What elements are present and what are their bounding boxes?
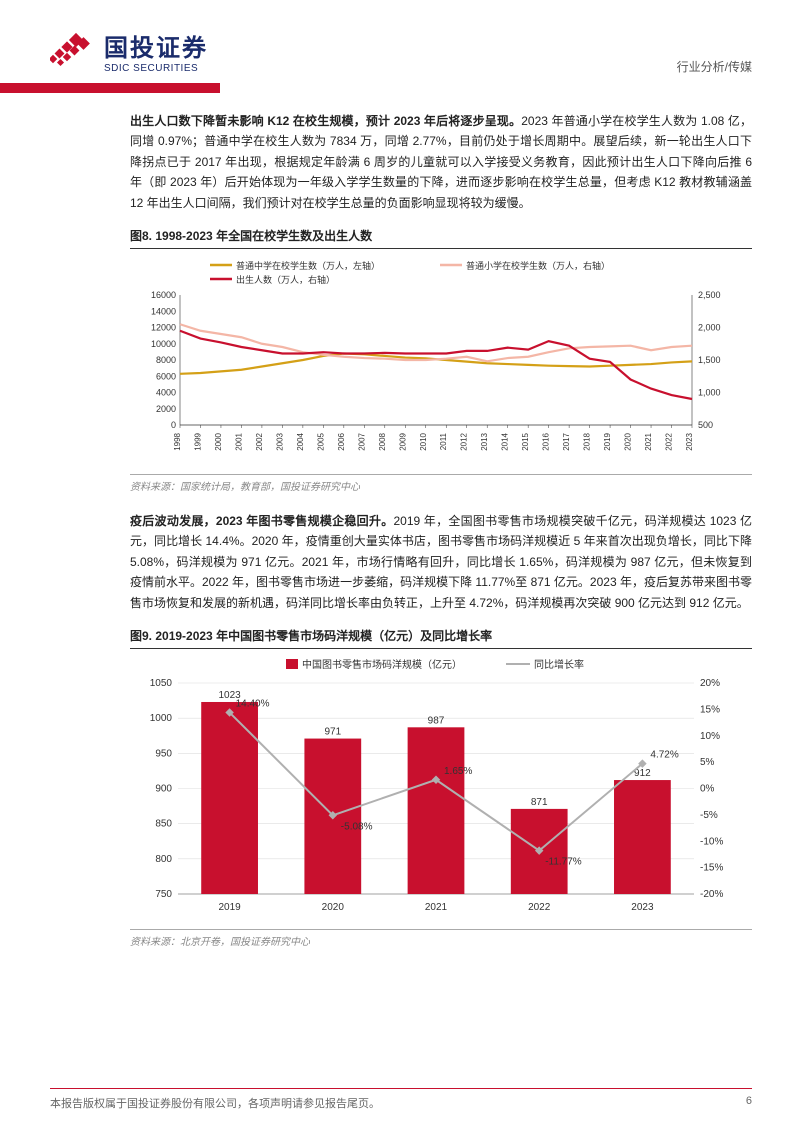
footer-copyright: 本报告版权属于国投证券股份有限公司，各项声明请参见报告尾页。 [50, 1095, 380, 1111]
svg-text:中国图书零售市场码洋规模（亿元）: 中国图书零售市场码洋规模（亿元） [302, 658, 462, 671]
svg-text:2023: 2023 [631, 902, 654, 913]
figure9-chart: 中国图书零售市场码洋规模（亿元） 同比增长率 750 800 850 900 950 1000… [130, 655, 752, 925]
svg-text:2014: 2014 [501, 432, 510, 450]
svg-text:2020: 2020 [322, 902, 345, 913]
svg-text:987: 987 [428, 715, 445, 726]
svg-text:2001: 2001 [234, 432, 243, 450]
svg-text:2010: 2010 [419, 432, 428, 450]
svg-text:2015: 2015 [521, 432, 530, 450]
svg-text:1050: 1050 [150, 678, 173, 689]
page-header: 国投证券 SDIC SECURITIES 行业分析/传媒 [0, 0, 802, 75]
figure8-chart: 普通中学在校学生数（万人，左轴） 普通小学在校学生数（万人，右轴） 出生人数（万人，… [130, 255, 752, 470]
svg-text:2005: 2005 [316, 432, 325, 450]
svg-text:2002: 2002 [255, 432, 264, 450]
svg-text:2004: 2004 [296, 432, 305, 450]
svg-text:2011: 2011 [439, 432, 448, 450]
para2-rest: 2019 年，全国图书零售市场规模突破千亿元，码洋规模达 1023 亿元，同比增… [130, 514, 752, 610]
svg-text:2021: 2021 [644, 432, 653, 450]
logo: 国投证券 SDIC SECURITIES [50, 28, 208, 74]
svg-text:1,000: 1,000 [698, 387, 721, 397]
svg-text:2,500: 2,500 [698, 290, 721, 300]
svg-text:6000: 6000 [156, 371, 176, 381]
company-logo-icon [50, 30, 96, 72]
paragraph-2: 疫后波动发展，2023 年图书零售规模企稳回升。2019 年，全国图书零售市场规… [130, 511, 752, 613]
page-footer: 本报告版权属于国投证券股份有限公司，各项声明请参见报告尾页。 6 [50, 1088, 752, 1111]
svg-text:-5%: -5% [700, 810, 718, 821]
svg-text:2012: 2012 [460, 432, 469, 450]
svg-text:0%: 0% [700, 783, 715, 794]
figure8-title-rule [130, 248, 752, 249]
svg-text:10%: 10% [700, 731, 720, 742]
svg-text:950: 950 [155, 748, 172, 759]
para1-bold: 出生人口数下降暂未影响 K12 在校生规模，预计 2023 年后将逐步呈现。 [130, 114, 521, 128]
header-red-bar [0, 83, 220, 93]
svg-text:12000: 12000 [151, 322, 176, 332]
figure9-title-rule [130, 648, 752, 649]
svg-text:同比增长率: 同比增长率 [534, 658, 584, 671]
svg-text:普通中学在校学生数（万人，左轴）: 普通中学在校学生数（万人，左轴） [236, 260, 380, 271]
para2-bold: 疫后波动发展，2023 年图书零售规模企稳回升。 [130, 514, 394, 528]
svg-text:10000: 10000 [151, 339, 176, 349]
svg-text:15%: 15% [700, 704, 720, 715]
logo-cn-text: 国投证券 [104, 28, 208, 63]
svg-text:2019: 2019 [218, 902, 241, 913]
figure8-title: 图8. 1998-2023 年全国在校学生数及出生人数 [130, 227, 752, 244]
svg-text:2021: 2021 [425, 902, 448, 913]
svg-text:2022: 2022 [665, 432, 674, 450]
para1-rest: 2023 年普通小学在校学生人数为 1.08 亿，同增 0.97%；普通中学在校… [130, 114, 752, 210]
svg-text:800: 800 [155, 854, 172, 865]
svg-text:5%: 5% [700, 757, 715, 768]
svg-text:2022: 2022 [528, 902, 551, 913]
svg-text:2008: 2008 [378, 432, 387, 450]
svg-text:500: 500 [698, 420, 713, 430]
svg-text:2023: 2023 [685, 432, 694, 450]
svg-text:2019: 2019 [603, 432, 612, 450]
svg-text:-20%: -20% [700, 889, 723, 900]
svg-text:2,000: 2,000 [698, 322, 721, 332]
paragraph-1: 出生人口数下降暂未影响 K12 在校生规模，预计 2023 年后将逐步呈现。20… [130, 111, 752, 213]
svg-text:2018: 2018 [583, 432, 592, 450]
svg-text:2000: 2000 [156, 404, 176, 414]
svg-text:0: 0 [171, 420, 176, 430]
svg-text:900: 900 [155, 783, 172, 794]
svg-text:2016: 2016 [542, 432, 551, 450]
svg-text:-15%: -15% [700, 863, 723, 874]
figure9-title: 图9. 2019-2023 年中国图书零售市场码洋规模（亿元）及同比增长率 [130, 627, 752, 644]
svg-text:2009: 2009 [398, 432, 407, 450]
svg-text:2020: 2020 [624, 432, 633, 450]
svg-text:850: 850 [155, 819, 172, 830]
svg-text:出生人数（万人，右轴）: 出生人数（万人，右轴） [236, 274, 335, 285]
footer-page-number: 6 [746, 1095, 752, 1111]
svg-text:1998: 1998 [173, 432, 182, 450]
svg-text:-10%: -10% [700, 836, 723, 847]
logo-en-text: SDIC SECURITIES [104, 63, 208, 74]
svg-text:971: 971 [324, 726, 341, 737]
figure8-source: 资料来源：国家统计局，教育部，国投证券研究中心 [130, 474, 752, 493]
svg-text:4.72%: 4.72% [650, 750, 678, 761]
svg-text:-11.77%: -11.77% [545, 856, 582, 867]
svg-text:1,500: 1,500 [698, 355, 721, 365]
svg-text:2013: 2013 [480, 432, 489, 450]
svg-text:8000: 8000 [156, 355, 176, 365]
svg-text:14.40%: 14.40% [236, 698, 270, 709]
svg-text:871: 871 [531, 797, 548, 808]
header-category: 行业分析/传媒 [677, 28, 752, 75]
svg-text:1000: 1000 [150, 713, 173, 724]
svg-text:1.65%: 1.65% [444, 766, 472, 777]
svg-text:2007: 2007 [357, 432, 366, 450]
figure9-source: 资料来源：北京开卷，国投证券研究中心 [130, 929, 752, 948]
svg-text:2006: 2006 [337, 432, 346, 450]
svg-text:1999: 1999 [193, 432, 202, 450]
svg-text:14000: 14000 [151, 306, 176, 316]
svg-text:750: 750 [155, 889, 172, 900]
svg-text:普通小学在校学生数（万人，右轴）: 普通小学在校学生数（万人，右轴） [466, 260, 610, 271]
svg-text:2003: 2003 [275, 432, 284, 450]
svg-text:4000: 4000 [156, 387, 176, 397]
svg-text:2017: 2017 [562, 432, 571, 450]
svg-text:2000: 2000 [214, 432, 223, 450]
svg-text:20%: 20% [700, 678, 720, 689]
svg-text:-5.08%: -5.08% [341, 821, 373, 832]
svg-text:16000: 16000 [151, 290, 176, 300]
